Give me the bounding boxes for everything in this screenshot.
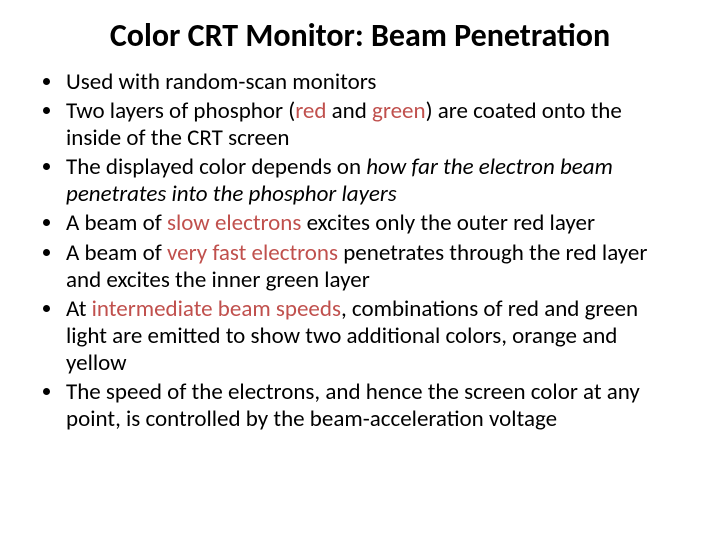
list-item: A beam of slow electrons excites only th… bbox=[64, 210, 682, 237]
accent-text: slow electrons bbox=[167, 209, 301, 237]
accent-text: green bbox=[372, 97, 426, 125]
bullet-text: Two layers of phosphor ( bbox=[66, 97, 295, 125]
slide-title: Color CRT Monitor: Beam Penetration bbox=[34, 18, 686, 55]
bullet-text: excites only the outer red layer bbox=[301, 209, 595, 237]
bullet-text: At bbox=[66, 295, 92, 323]
list-item: The speed of the electrons, and hence th… bbox=[64, 379, 682, 433]
list-item: A beam of very fast electrons penetrates… bbox=[64, 240, 682, 294]
accent-text: red bbox=[295, 97, 326, 125]
bullet-text: and bbox=[326, 97, 372, 125]
bullet-text: The displayed color depends on bbox=[66, 153, 366, 181]
slide: Color CRT Monitor: Beam Penetration Used… bbox=[0, 0, 720, 540]
accent-text: intermediate beam speeds bbox=[92, 295, 341, 323]
list-item: Used with random-scan monitors bbox=[64, 69, 682, 96]
bullet-text: A beam of bbox=[66, 239, 167, 267]
bullet-list: Used with random-scan monitors Two layer… bbox=[34, 69, 686, 434]
bullet-text: Used with random-scan monitors bbox=[66, 68, 376, 96]
list-item: Two layers of phosphor (red and green) a… bbox=[64, 98, 682, 152]
bullet-text: The speed of the electrons, and hence th… bbox=[66, 378, 640, 433]
list-item: At intermediate beam speeds, combination… bbox=[64, 296, 682, 377]
list-item: The displayed color depends on how far t… bbox=[64, 154, 682, 208]
accent-text: very fast electrons bbox=[167, 239, 338, 267]
bullet-text: A beam of bbox=[66, 209, 167, 237]
